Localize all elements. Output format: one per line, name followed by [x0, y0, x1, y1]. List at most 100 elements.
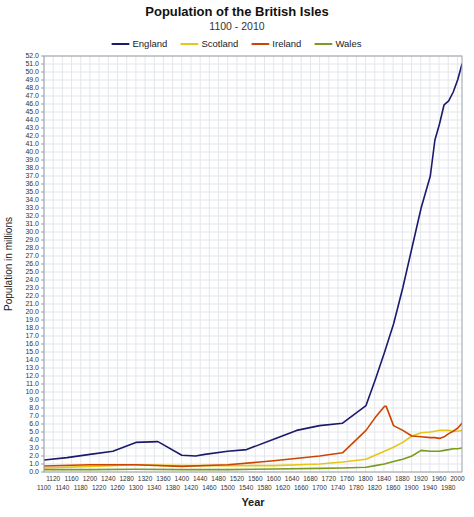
y-tick-label: 47.0: [25, 92, 39, 99]
y-tick-label: 19.0: [25, 316, 39, 323]
y-tick: [41, 168, 44, 169]
y-tick: [41, 288, 44, 289]
grid-line-y: [44, 424, 462, 425]
grid-line-y: [44, 352, 462, 353]
y-tick-label: 50.0: [25, 68, 39, 75]
grid: [44, 56, 462, 472]
y-tick: [41, 216, 44, 217]
y-tick: [41, 344, 44, 345]
grid-line-y: [44, 208, 462, 209]
y-tick-label: 11.0: [26, 380, 39, 387]
grid-line-x: [337, 56, 338, 472]
y-tick: [41, 264, 44, 265]
grid-line-x: [209, 56, 210, 472]
y-axis-label: Population in millions: [3, 217, 14, 311]
grid-line-y: [44, 72, 462, 73]
y-tick-label: 24.0: [25, 276, 39, 283]
grid-line-y: [44, 232, 462, 233]
x-tick-label: 1920: [413, 475, 428, 482]
x-tick-label: 1760: [340, 475, 355, 482]
grid-line-y: [44, 168, 462, 169]
y-axis: 0.01.02.03.04.05.06.07.08.09.010.011.012…: [25, 52, 44, 475]
series-line: [44, 64, 462, 460]
x-tick-label: 1580: [257, 484, 272, 491]
x-tick-label: 1840: [377, 475, 392, 482]
y-tick: [41, 224, 44, 225]
plot-frame: [44, 56, 462, 472]
y-tick-label: 44.0: [25, 116, 39, 123]
y-tick-label: 18.0: [25, 324, 39, 331]
y-tick: [41, 312, 44, 313]
grid-line-y: [44, 216, 462, 217]
grid-line-y: [44, 296, 462, 297]
x-axis: 1100112011401160118012001220124012601280…: [37, 475, 465, 491]
x-tick-label: 1680: [303, 475, 318, 482]
x-tick-label: 1240: [101, 475, 116, 482]
y-tick: [41, 160, 44, 161]
x-tick-label: 1500: [221, 484, 236, 491]
x-tick-label: 1400: [175, 475, 190, 482]
y-tick: [41, 416, 44, 417]
grid-line-y: [44, 416, 462, 417]
series-line: [44, 448, 462, 470]
y-tick-label: 17.0: [25, 332, 39, 339]
y-tick-label: 37.0: [25, 172, 39, 179]
y-tick: [41, 88, 44, 89]
grid-line-x: [53, 56, 54, 472]
grid-line-x: [154, 56, 155, 472]
x-tick-label: 1540: [239, 484, 254, 491]
x-tick-label: 1140: [55, 484, 69, 491]
grid-line-x: [356, 56, 357, 472]
y-tick-label: 6.0: [29, 420, 39, 427]
y-tick: [41, 432, 44, 433]
grid-line-y: [44, 80, 462, 81]
grid-line-y: [44, 256, 462, 257]
y-tick: [41, 272, 44, 273]
grid-line-x: [282, 56, 283, 472]
grid-line-x: [200, 56, 201, 472]
y-tick: [41, 240, 44, 241]
y-tick-label: 22.0: [25, 292, 39, 299]
y-tick-label: 51.0: [25, 60, 39, 67]
x-tick-label: 2000: [450, 475, 465, 482]
grid-line-x: [117, 56, 118, 472]
y-tick: [41, 80, 44, 81]
legend-label: Scotland: [201, 38, 238, 49]
y-tick-label: 33.0: [25, 204, 39, 211]
grid-line-y: [44, 328, 462, 329]
grid-line-y: [44, 288, 462, 289]
y-tick: [41, 368, 44, 369]
grid-line-y: [44, 248, 462, 249]
y-tick: [41, 464, 44, 465]
y-tick-label: 20.0: [25, 308, 39, 315]
grid-line-y: [44, 368, 462, 369]
y-tick-label: 13.0: [25, 364, 39, 371]
y-tick: [41, 280, 44, 281]
y-tick: [41, 408, 44, 409]
x-tick-label: 1660: [294, 484, 309, 491]
grid-line-x: [273, 56, 274, 472]
grid-line-y: [44, 128, 462, 129]
grid-line-y: [44, 392, 462, 393]
y-tick: [41, 176, 44, 177]
grid-line-y: [44, 176, 462, 177]
y-tick-label: 35.0: [25, 188, 39, 195]
x-tick-label: 1220: [92, 484, 107, 491]
x-tick-label: 1360: [156, 475, 171, 482]
y-tick: [41, 400, 44, 401]
lines: [44, 64, 462, 470]
y-tick: [41, 352, 44, 353]
x-tick-label: 1460: [202, 484, 217, 491]
grid-line-y: [44, 272, 462, 273]
x-tick-label: 1740: [331, 484, 346, 491]
legend-item: England: [113, 38, 168, 49]
x-tick-label: 1380: [165, 484, 180, 491]
x-tick-label: 1480: [211, 475, 226, 482]
grid-line-y: [44, 152, 462, 153]
grid-line-x: [402, 56, 403, 472]
grid-line-x: [301, 56, 302, 472]
x-tick-label: 1800: [358, 475, 373, 482]
y-tick: [41, 136, 44, 137]
grid-line-y: [44, 344, 462, 345]
grid-line-x: [236, 56, 237, 472]
